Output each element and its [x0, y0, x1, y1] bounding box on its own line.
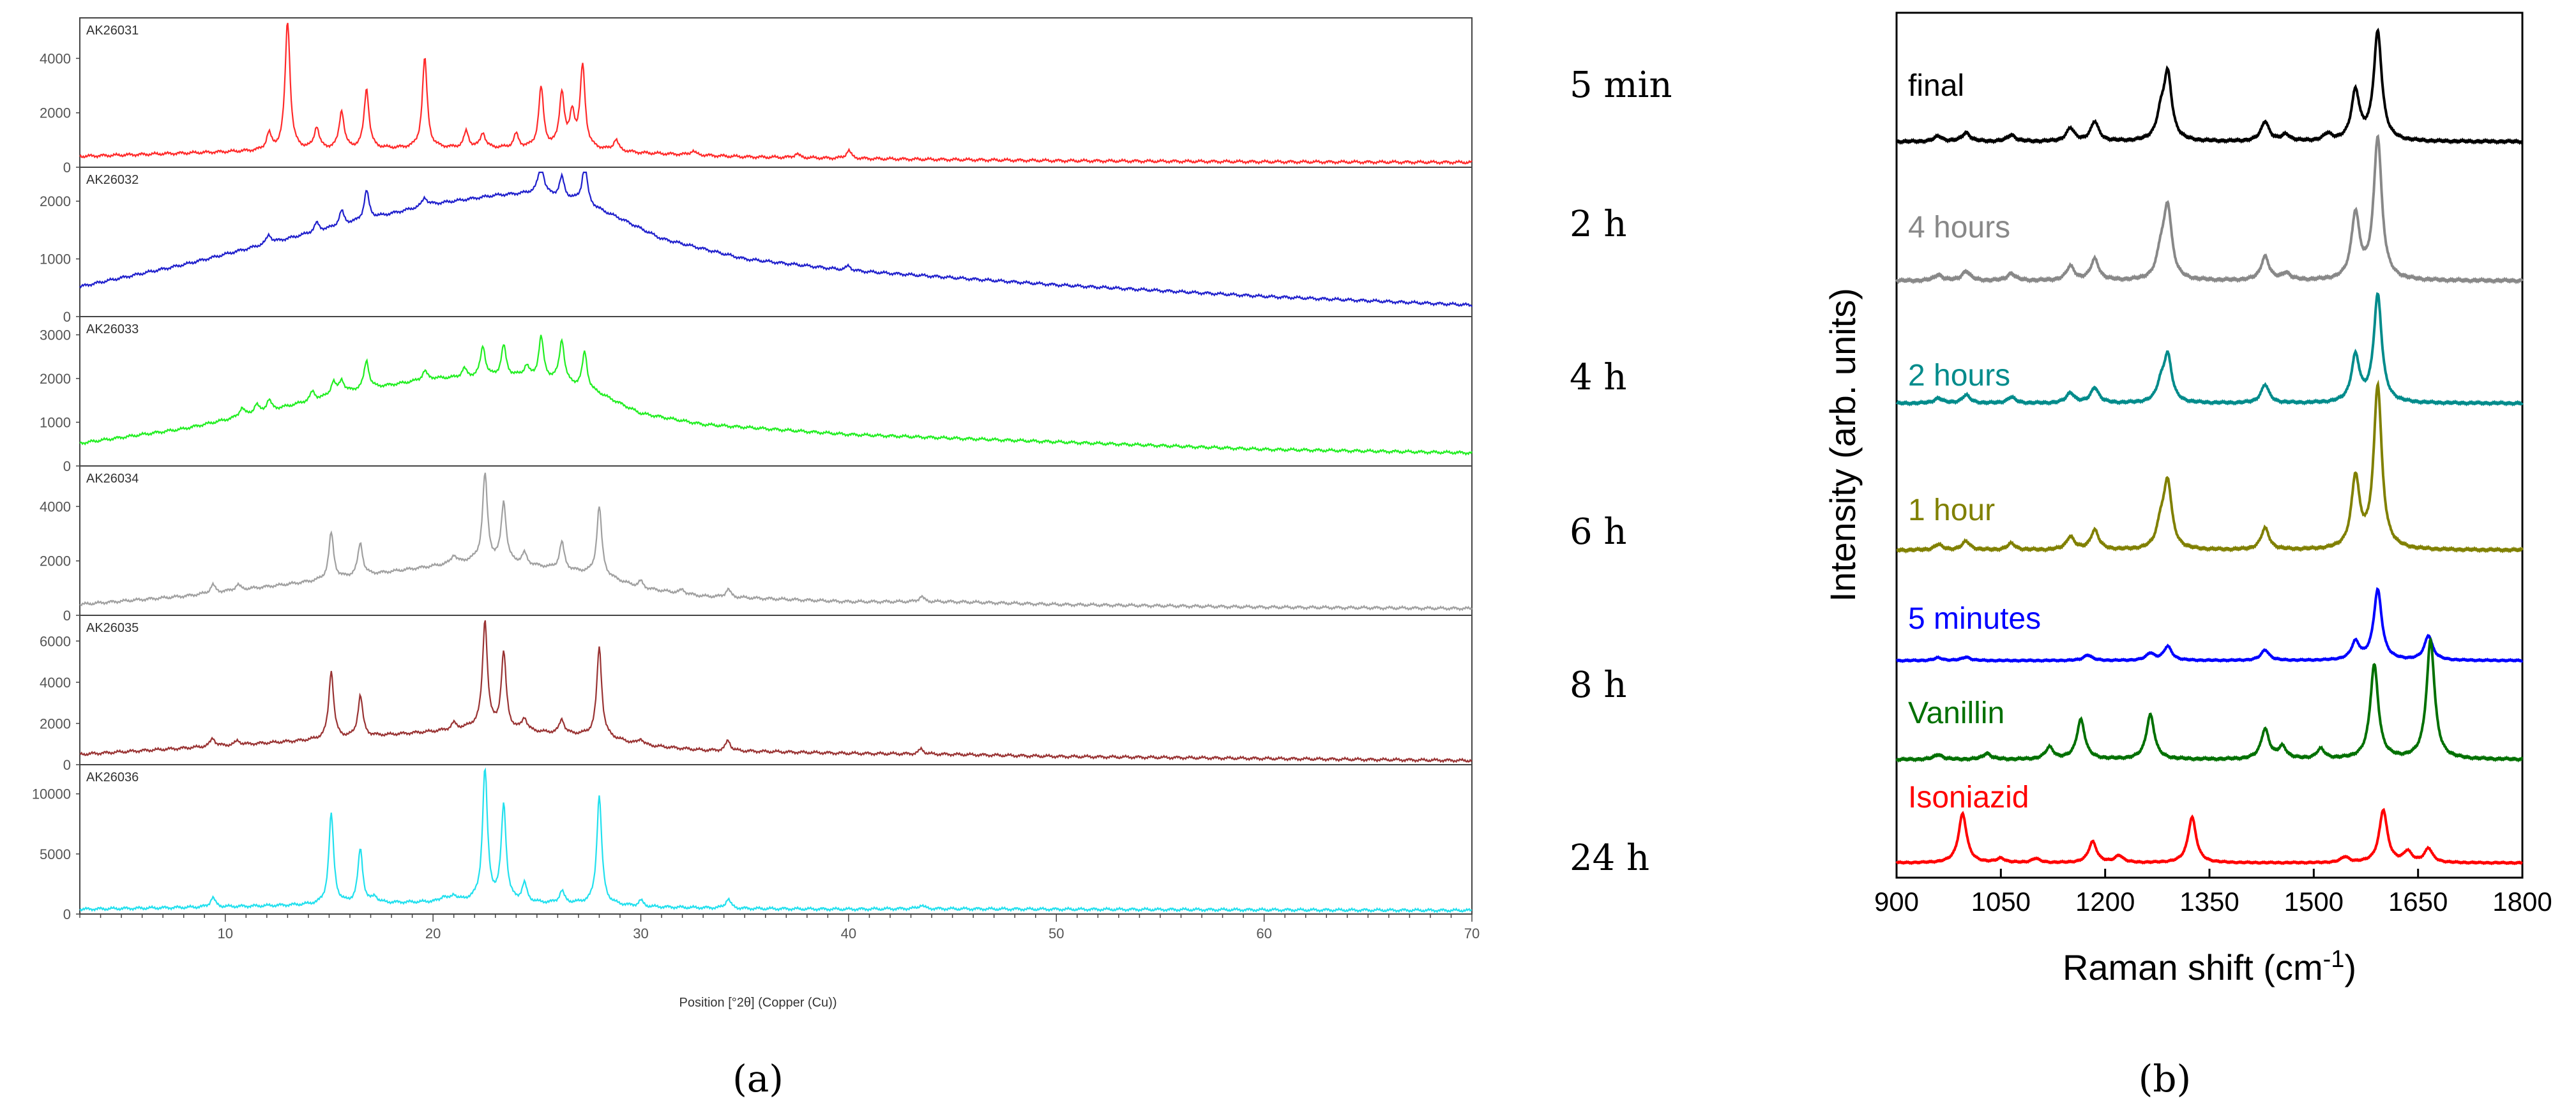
raman-chart: final 4 hours 2 hours 1 hour 5 minutes Vanill… — [1822, 11, 2552, 987]
xrd-panel-frame — [79, 764, 1473, 915]
xrd-x-tick-label: 40 — [841, 926, 856, 941]
raman-series-2-hours: 2 hours — [1895, 292, 2524, 407]
xrd-y-tick-label: 5000 — [40, 846, 71, 862]
xrd-y-tick-label: 4000 — [40, 499, 71, 514]
raman-series-1-hour: 1 hour — [1896, 379, 2524, 554]
time-label-ak26035: 8 h — [1570, 664, 1627, 706]
xrd-y-tick-label: 1000 — [40, 415, 71, 431]
time-label-ak26033: 4 h — [1570, 357, 1627, 398]
raman-series-vanillin: Vanillin — [1895, 636, 2524, 763]
xrd-y-tick-label: 0 — [63, 458, 71, 474]
xrd-x-tick-label: 10 — [218, 926, 233, 941]
xrd-panel-name: AK26032 — [86, 173, 139, 187]
raman-trace — [1895, 807, 2523, 866]
raman-x-axis-title-main: Raman shift (cm — [2063, 947, 2323, 987]
xrd-x-tick-label: 50 — [1049, 926, 1064, 941]
xrd-y-tick-label: 0 — [63, 309, 71, 325]
raman-trace — [1895, 587, 2524, 663]
xrd-panels: 0 2000 4000 AK26031 0 1000 2000 AK26032 0 1000 200… — [32, 17, 1473, 922]
xrd-panel-ak26036: 0 5000 10000 AK26036 — [32, 764, 1473, 922]
xrd-trace-ak26031 — [79, 22, 1473, 165]
raman-x-axis-title-end: ) — [2344, 947, 2356, 987]
xrd-y-tick-label: 2000 — [40, 716, 71, 731]
raman-x-tick-label: 900 — [1874, 887, 1919, 917]
xrd-y-tick-label: 2000 — [40, 371, 71, 387]
xrd-panel-name: AK26035 — [86, 621, 139, 635]
xrd-panel-ak26032: 0 1000 2000 AK26032 — [40, 167, 1473, 325]
raman-x-tick-label: 1200 — [2075, 887, 2135, 917]
raman-series-isoniazid: Isoniazid — [1895, 781, 2523, 866]
raman-series-label: 2 hours — [1908, 359, 2010, 393]
xrd-time-labels: 5 min 2 h 4 h 6 h 8 h 24 h — [1570, 64, 1672, 879]
xrd-chart: 020004000AK26031010002000AK2603201000200… — [32, 17, 1672, 1010]
time-label-ak26034: 6 h — [1570, 511, 1627, 553]
xrd-panel-name: AK26036 — [86, 770, 139, 784]
raman-x-axis-title: Raman shift (cm-1) — [2063, 946, 2356, 987]
raman-trace — [1895, 636, 2524, 763]
raman-series-label: 4 hours — [1908, 211, 2010, 244]
xrd-x-tick-label: 20 — [425, 926, 441, 941]
raman-x-axis-title-sup: -1 — [2323, 946, 2345, 973]
xrd-x-tick-label: 70 — [1464, 926, 1480, 941]
xrd-trace-ak26035 — [79, 620, 1473, 763]
time-label-ak26036: 24 h — [1570, 837, 1649, 879]
raman-series-5-minutes: 5 minutes — [1895, 587, 2524, 663]
xrd-y-tick-label: 0 — [63, 160, 71, 176]
xrd-y-tick-label: 3000 — [40, 327, 71, 343]
xrd-y-tick-label: 4000 — [40, 50, 71, 66]
time-label-ak26032: 2 h — [1570, 204, 1627, 245]
raman-series-label: 5 minutes — [1908, 602, 2041, 636]
raman-x-tick-label: 1050 — [1971, 887, 2031, 917]
xrd-y-tick-label: 2000 — [40, 193, 71, 209]
xrd-panel-name: AK26034 — [86, 472, 139, 486]
raman-series-label: Vanillin — [1908, 696, 2004, 730]
xrd-x-tick-label: 30 — [633, 926, 648, 941]
xrd-x-axis-title: Position [°2θ] (Copper (Cu)) — [679, 996, 837, 1010]
raman-trace — [1896, 379, 2524, 554]
raman-trace — [1895, 27, 2523, 146]
xrd-x-tick-label: 60 — [1256, 926, 1271, 941]
xrd-y-tick-label: 6000 — [40, 633, 71, 649]
xrd-y-tick-label: 2000 — [40, 553, 71, 569]
raman-y-axis-title: Intensity (arb. units) — [1822, 288, 1863, 602]
raman-x-axis: 900 1050 1200 1350 1500 1650 1800 — [1874, 869, 2552, 917]
raman-x-tick-label: 1650 — [2388, 887, 2448, 917]
raman-series-4-hours: 4 hours — [1895, 133, 2524, 285]
xrd-y-tick-label: 2000 — [40, 105, 71, 121]
xrd-y-tick-label: 10000 — [32, 786, 71, 802]
time-label-ak26031: 5 min — [1570, 64, 1672, 106]
xrd-y-tick-label: 1000 — [40, 251, 71, 267]
xrd-trace-ak26036 — [79, 767, 1473, 913]
xrd-y-tick-label: 0 — [63, 608, 71, 624]
raman-trace — [1895, 292, 2524, 407]
xrd-y-tick-label: 4000 — [40, 675, 71, 691]
xrd-y-tick-label: 0 — [63, 906, 71, 922]
raman-series: final 4 hours 2 hours 1 hour 5 minutes Vanill… — [1895, 27, 2524, 866]
xrd-panel-name: AK26033 — [86, 322, 139, 336]
xrd-trace-ak26033 — [79, 334, 1473, 456]
xrd-panel-name: AK26031 — [86, 24, 139, 38]
raman-series-label: final — [1908, 69, 1964, 103]
raman-x-tick-label: 1500 — [2284, 887, 2344, 917]
raman-series-label: Isoniazid — [1908, 781, 2029, 814]
xrd-trace-ak26032 — [79, 171, 1473, 308]
xrd-trace-ak26034 — [79, 472, 1473, 611]
xrd-x-axis: 10 20 30 40 50 60 70 — [79, 914, 1480, 941]
caption-a: (a) — [732, 1057, 784, 1100]
raman-x-tick-label: 1350 — [2179, 887, 2239, 917]
raman-series-final: final — [1895, 27, 2523, 146]
raman-trace — [1895, 133, 2524, 285]
caption-b: (b) — [2139, 1057, 2191, 1100]
raman-x-tick-label: 1800 — [2492, 887, 2552, 917]
raman-series-label: 1 hour — [1908, 493, 1995, 527]
xrd-y-tick-label: 0 — [63, 757, 71, 773]
